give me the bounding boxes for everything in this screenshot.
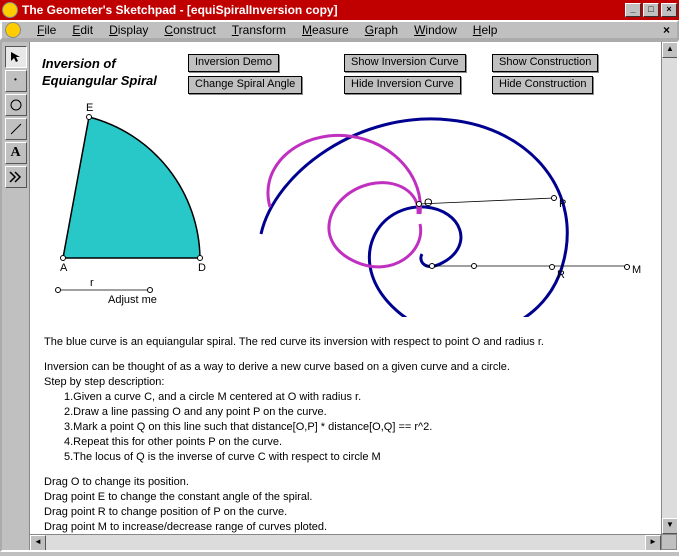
label-m: M (632, 264, 641, 276)
scrollbar-vertical[interactable]: ▲ ▼ (661, 42, 677, 534)
point-c2[interactable] (471, 263, 477, 269)
document-canvas[interactable]: Inversion ofEquiangular Spiral Inversion… (30, 42, 677, 550)
menu-help[interactable]: Help (465, 23, 506, 37)
close-button[interactable]: × (661, 3, 677, 17)
label-adjust: Adjust me (108, 294, 157, 306)
point-p[interactable] (551, 195, 557, 201)
text-d3: Drag point R to change position of P on … (44, 505, 287, 520)
window-controls: _ □ × (623, 3, 677, 17)
text-s3: 3.Mark a point Q on this line such that … (64, 420, 432, 435)
menu-graph[interactable]: Graph (357, 23, 406, 37)
app-icon (2, 2, 18, 18)
text-s4: 4.Repeat this for other points P on the … (64, 435, 282, 450)
label-r: R (557, 269, 565, 281)
slider-end[interactable] (147, 287, 153, 293)
text-s2: 2.Draw a line passing O and any point P … (64, 405, 327, 420)
text-d1: Drag O to change its position. (44, 475, 189, 490)
text-l2: Inversion can be thought of as a way to … (44, 360, 510, 375)
point-o[interactable] (416, 201, 422, 207)
scroll-down-icon[interactable]: ▼ (662, 518, 677, 534)
line-op (419, 198, 554, 204)
menu-edit[interactable]: Edit (64, 23, 101, 37)
text-s1: 1.Given a curve C, and a circle M center… (64, 390, 361, 405)
title-bar: The Geometer's Sketchpad - [equiSpiralIn… (0, 0, 679, 20)
label-d: D (198, 262, 206, 274)
menu-construct[interactable]: Construct (156, 23, 223, 37)
scroll-left-icon[interactable]: ◄ (30, 535, 46, 550)
menu-transform[interactable]: Transform (224, 23, 294, 37)
window-title: The Geometer's Sketchpad - [equiSpiralIn… (22, 3, 338, 17)
text-tool[interactable]: A (5, 142, 27, 164)
scroll-right-icon[interactable]: ► (645, 535, 661, 550)
label-e: E (86, 102, 93, 114)
menu-measure[interactable]: Measure (294, 23, 357, 37)
doc-icon (5, 22, 21, 38)
text-l3: Step by step description: (44, 375, 164, 390)
label-a: A (60, 262, 67, 274)
text-d2: Drag point E to change the constant angl… (44, 490, 312, 505)
blue-spiral (261, 119, 567, 317)
fan-sector (63, 117, 200, 258)
scroll-up-icon[interactable]: ▲ (662, 42, 677, 58)
text-s5: 5.The locus of Q is the inverse of curve… (64, 450, 381, 465)
menu-file[interactable]: File (29, 23, 64, 37)
minimize-button[interactable]: _ (625, 3, 641, 17)
circle-tool[interactable] (5, 94, 27, 116)
arrow-tool[interactable] (5, 46, 27, 68)
point-m[interactable] (624, 264, 630, 270)
point-c1[interactable] (429, 263, 435, 269)
point-r[interactable] (549, 264, 555, 270)
slider-start[interactable] (55, 287, 61, 293)
scrollbar-horizontal[interactable]: ◄ ► (30, 534, 661, 550)
menu-window[interactable]: Window (406, 23, 465, 37)
magenta-inversion (268, 135, 421, 267)
point-a[interactable] (60, 255, 66, 261)
label-p: P (559, 198, 566, 210)
maximize-button[interactable]: □ (643, 3, 659, 17)
work-area: · A Inversion ofEquiangular Spiral Inver… (0, 40, 679, 552)
menu-display[interactable]: Display (101, 23, 156, 37)
text-d4: Drag point M to increase/decrease range … (44, 520, 327, 535)
point-d[interactable] (197, 255, 203, 261)
doc-close-button[interactable]: × (659, 23, 674, 37)
toolbox: · A (2, 42, 30, 550)
text-intro: The blue curve is an equiangular spiral.… (44, 335, 544, 350)
point-e[interactable] (86, 114, 92, 120)
scroll-corner (661, 534, 677, 550)
custom-tool[interactable] (5, 166, 27, 188)
line-tool[interactable] (5, 118, 27, 140)
label-slider-r: r (90, 277, 94, 289)
label-o: O (424, 197, 433, 209)
point-tool[interactable]: · (5, 70, 27, 92)
menu-bar: File Edit Display Construct Transform Me… (0, 20, 679, 40)
